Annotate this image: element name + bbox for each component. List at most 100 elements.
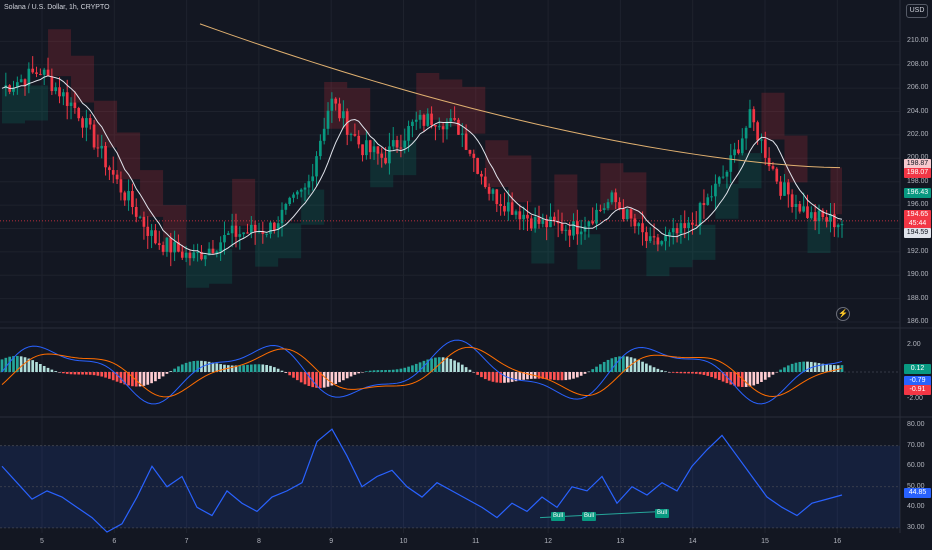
candle-body: [54, 87, 58, 92]
macd-histogram-bar: [307, 372, 311, 386]
candle-body: [219, 242, 222, 252]
macd-histogram-bar: [587, 371, 591, 373]
macd-histogram-bar: [96, 372, 100, 376]
last-price-tag: 194.65: [904, 210, 931, 220]
macd-histogram-bar: [249, 364, 253, 372]
macd-histogram-bar: [296, 372, 299, 381]
candle-body: [568, 229, 572, 236]
candle-body: [763, 139, 767, 158]
price-tick-label: 200.00: [907, 154, 929, 162]
macd-histogram-bar: [184, 362, 188, 372]
candle-body: [817, 210, 821, 222]
price-tick-label: 190.00: [907, 271, 929, 279]
long-ma-line: [199, 23, 841, 169]
macd-histogram-bar: [234, 365, 238, 372]
candle-body: [196, 251, 199, 253]
macd-histogram-bar: [763, 372, 767, 380]
macd-histogram-bar: [568, 372, 572, 380]
macd-histogram-bar: [802, 361, 805, 372]
currency-button[interactable]: USD: [906, 4, 928, 18]
macd-histogram-bar: [119, 372, 123, 384]
date-tick-label: 10: [399, 538, 408, 545]
resistance-band: [48, 29, 842, 252]
macd-histogram-bar: [134, 372, 138, 387]
macd-histogram-bar: [380, 370, 384, 372]
macd-histogram-bar: [188, 361, 192, 372]
candle-body: [514, 211, 518, 215]
candle-body: [165, 237, 169, 252]
candle-body: [725, 171, 729, 177]
macd-histogram-bar: [756, 372, 759, 384]
date-tick-label: 15: [761, 538, 769, 545]
candle-body: [449, 118, 453, 122]
candle-body: [702, 203, 706, 206]
macd-histogram-bar: [200, 360, 203, 372]
candle-body: [315, 156, 318, 177]
macd-histogram-bar: [637, 359, 641, 372]
macd-histogram-bar: [526, 372, 529, 380]
macd-histogram-bar: [357, 372, 361, 374]
candle-body: [169, 237, 173, 253]
candle-body: [338, 103, 341, 119]
candle-body: [748, 109, 752, 128]
upper-band-tag: 198.87: [904, 159, 931, 169]
candle-body: [487, 186, 491, 194]
candle-body: [840, 224, 844, 226]
candle-body: [242, 232, 245, 235]
macd-histogram-bar: [430, 358, 433, 372]
candle-body: [579, 231, 583, 235]
candle-body: [771, 166, 775, 169]
candle-body: [92, 124, 96, 148]
candle-body: [717, 177, 721, 184]
macd-histogram-bar: [330, 372, 334, 386]
candle-body: [399, 147, 403, 149]
candle-body: [591, 221, 595, 224]
candle-body: [261, 231, 265, 234]
candle-body: [368, 140, 372, 153]
candle-body: [180, 251, 184, 258]
macd-histogram-bar: [92, 372, 96, 376]
macd-histogram-bar: [476, 372, 479, 375]
macd-histogram-bar: [480, 372, 483, 378]
macd-histogram-bar: [794, 362, 798, 372]
price-tick-label: 208.00: [907, 60, 929, 68]
macd-histogram-bar: [418, 362, 422, 372]
signal-line: [1, 346, 843, 398]
macd-histogram-bar: [733, 372, 736, 386]
macd-histogram-bar: [372, 370, 376, 372]
candle-body: [280, 209, 284, 224]
macd-histogram-bar: [365, 371, 368, 372]
macd-tick-label: 2.00: [907, 341, 921, 349]
candle-body: [234, 225, 238, 237]
macd-histogram-bar: [445, 357, 449, 372]
candle-body: [537, 216, 541, 224]
macd-histogram-bar: [349, 372, 353, 377]
macd-histogram-bar: [108, 372, 111, 379]
macd-histogram-bar: [576, 372, 579, 378]
candle-body: [23, 79, 27, 86]
candle-body: [77, 108, 81, 119]
macd-histogram-bar: [560, 372, 564, 381]
macd-histogram-bar: [510, 372, 514, 382]
lower-band-tag: 196.43: [904, 188, 931, 198]
macd-histogram-bar: [760, 372, 763, 382]
macd-histogram-bar: [602, 361, 606, 372]
lightning-icon[interactable]: ⚡: [836, 307, 850, 321]
macd-histogram-bar: [702, 372, 706, 375]
price-tick-label: 186.00: [907, 318, 929, 325]
candle-body: [541, 219, 545, 224]
candle-body: [334, 98, 338, 104]
candle-body: [786, 182, 790, 195]
candle-body: [595, 209, 598, 224]
macd-histogram-bar: [31, 360, 35, 372]
candle-body: [614, 192, 618, 203]
date-tick-label: 8: [256, 538, 261, 545]
candle-body: [115, 174, 119, 180]
candle-body: [46, 69, 50, 77]
symbol-title[interactable]: Solana / U.S. Dollar, 1h, CRYPTO: [4, 4, 110, 11]
candle-body: [81, 118, 84, 128]
candle-body: [88, 118, 92, 125]
macd-histogram-bar: [238, 365, 242, 372]
